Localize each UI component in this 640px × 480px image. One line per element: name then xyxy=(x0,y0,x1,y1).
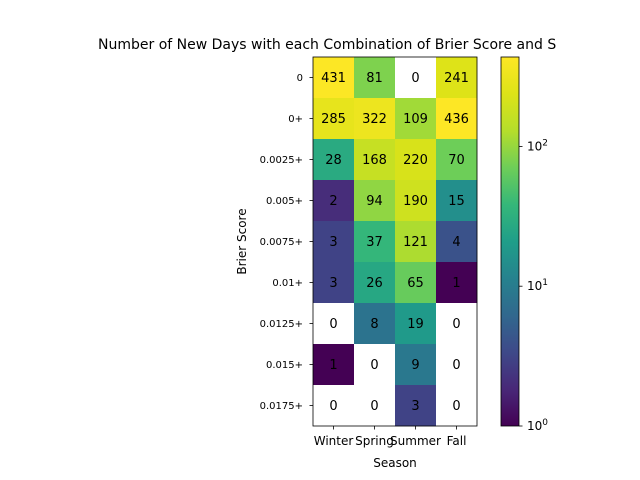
heatmap-cell xyxy=(354,221,396,263)
y-tick-label: 0+ xyxy=(288,114,303,125)
cell-value-label: 94 xyxy=(366,194,383,209)
y-tick-label: 0.01+ xyxy=(272,278,303,289)
heatmap-cell xyxy=(436,262,478,304)
cell-value-label: 2 xyxy=(329,194,337,209)
colorbar xyxy=(500,56,520,427)
y-tick-label: 0.0025+ xyxy=(260,155,303,166)
cell-value-label: 431 xyxy=(321,71,346,86)
cell-value-label: 0 xyxy=(452,399,460,414)
cell-value-label: 9 xyxy=(411,358,419,373)
y-axis-ticks: 0 0+ 0.0025+ 0.005+ 0.0075+ 0.01+ 0.0125+ 0.015… xyxy=(260,73,313,412)
cell-value-label: 37 xyxy=(366,235,383,250)
cell-value-label: 81 xyxy=(366,71,383,86)
cell-value-label: 322 xyxy=(362,112,387,127)
heatmap-cell xyxy=(436,98,478,140)
cell-value-label: 4 xyxy=(452,235,460,250)
cell-value-label: 65 xyxy=(407,276,424,291)
cell-value-label: 0 xyxy=(411,71,419,86)
y-tick-label: 0 xyxy=(297,73,303,84)
heatmap-cell xyxy=(354,139,396,181)
cell-value-label: 3 xyxy=(329,276,337,291)
heatmap-cell xyxy=(354,262,396,304)
cell-value-label: 0 xyxy=(329,399,337,414)
cell-value-label: 241 xyxy=(444,71,469,86)
x-axis-label: Season xyxy=(373,456,417,470)
heatmap-cell xyxy=(395,262,437,304)
heatmap-cell xyxy=(354,180,396,222)
x-tick-label: Summer xyxy=(390,434,441,448)
heatmap-cell xyxy=(313,57,355,99)
heatmap-cell xyxy=(313,385,355,427)
heatmap-cell xyxy=(354,98,396,140)
heatmap-cell xyxy=(436,344,478,386)
heatmap-cell xyxy=(354,344,396,386)
colorbar-tick-label: 101 xyxy=(527,278,548,293)
cell-value-label: 220 xyxy=(403,153,428,168)
heatmap-cell xyxy=(436,385,478,427)
heatmap-cell xyxy=(313,139,355,181)
cell-value-label: 285 xyxy=(321,112,346,127)
heatmap-cell xyxy=(313,180,355,222)
cell-value-label: 121 xyxy=(403,235,428,250)
heatmap-cell xyxy=(395,385,437,427)
heatmap-cell xyxy=(395,98,437,140)
y-tick-label: 0.015+ xyxy=(266,360,303,371)
cell-value-label: 190 xyxy=(403,194,428,209)
heatmap-cell xyxy=(313,262,355,304)
heatmap-cell xyxy=(436,139,478,181)
heatmap-cell xyxy=(354,57,396,99)
heatmap-cell xyxy=(354,385,396,427)
cell-value-label: 1 xyxy=(452,276,460,291)
heatmap-cell xyxy=(313,303,355,345)
heatmap-cell xyxy=(395,303,437,345)
cell-value-label: 0 xyxy=(370,358,378,373)
cell-value-label: 28 xyxy=(325,153,342,168)
heatmap-cell xyxy=(436,221,478,263)
y-tick-label: 0.0175+ xyxy=(260,401,303,412)
y-tick-label: 0.0075+ xyxy=(260,237,303,248)
heatmap-cell xyxy=(395,180,437,222)
colorbar-tick-label: 100 xyxy=(527,418,548,433)
cell-value-label: 436 xyxy=(444,112,469,127)
cell-value-label: 109 xyxy=(403,112,428,127)
colorbar-ticks: 100 101 102 xyxy=(519,138,548,433)
heatmap-cells xyxy=(313,57,478,427)
cell-value-label: 3 xyxy=(411,399,419,414)
cell-value-label: 26 xyxy=(366,276,383,291)
heatmap-cell xyxy=(354,303,396,345)
heatmap-cell xyxy=(313,98,355,140)
cell-value-label: 15 xyxy=(448,194,465,209)
heatmap-cell xyxy=(395,139,437,181)
y-axis-label: Brier Score xyxy=(235,208,249,274)
heatmap-cell xyxy=(436,57,478,99)
cell-value-label: 70 xyxy=(448,153,465,168)
heatmap-cell xyxy=(395,344,437,386)
y-tick-label: 0.0125+ xyxy=(260,319,303,330)
heatmap-cell xyxy=(313,221,355,263)
cell-value-label: 0 xyxy=(329,317,337,332)
cell-value-label: 1 xyxy=(329,358,337,373)
cell-value-label: 8 xyxy=(370,317,378,332)
heatmap-cell xyxy=(436,180,478,222)
x-tick-label: Winter xyxy=(314,434,354,448)
heatmap-cell xyxy=(436,303,478,345)
cell-value-label: 3 xyxy=(329,235,337,250)
y-tick-label: 0.005+ xyxy=(266,196,303,207)
heatmap-cell xyxy=(395,57,437,99)
cell-value-label: 0 xyxy=(452,358,460,373)
x-tick-label: Spring xyxy=(355,434,394,448)
x-tick-label: Fall xyxy=(447,434,467,448)
heatmap-cell xyxy=(395,221,437,263)
cell-value-label: 0 xyxy=(452,317,460,332)
cell-value-label: 0 xyxy=(370,399,378,414)
colorbar-tick-label: 102 xyxy=(527,138,548,153)
chart-title: Number of New Days with each Combination… xyxy=(98,37,556,53)
cell-value-label: 168 xyxy=(362,153,387,168)
cell-value-label: 19 xyxy=(407,317,424,332)
heatmap-cell xyxy=(313,344,355,386)
